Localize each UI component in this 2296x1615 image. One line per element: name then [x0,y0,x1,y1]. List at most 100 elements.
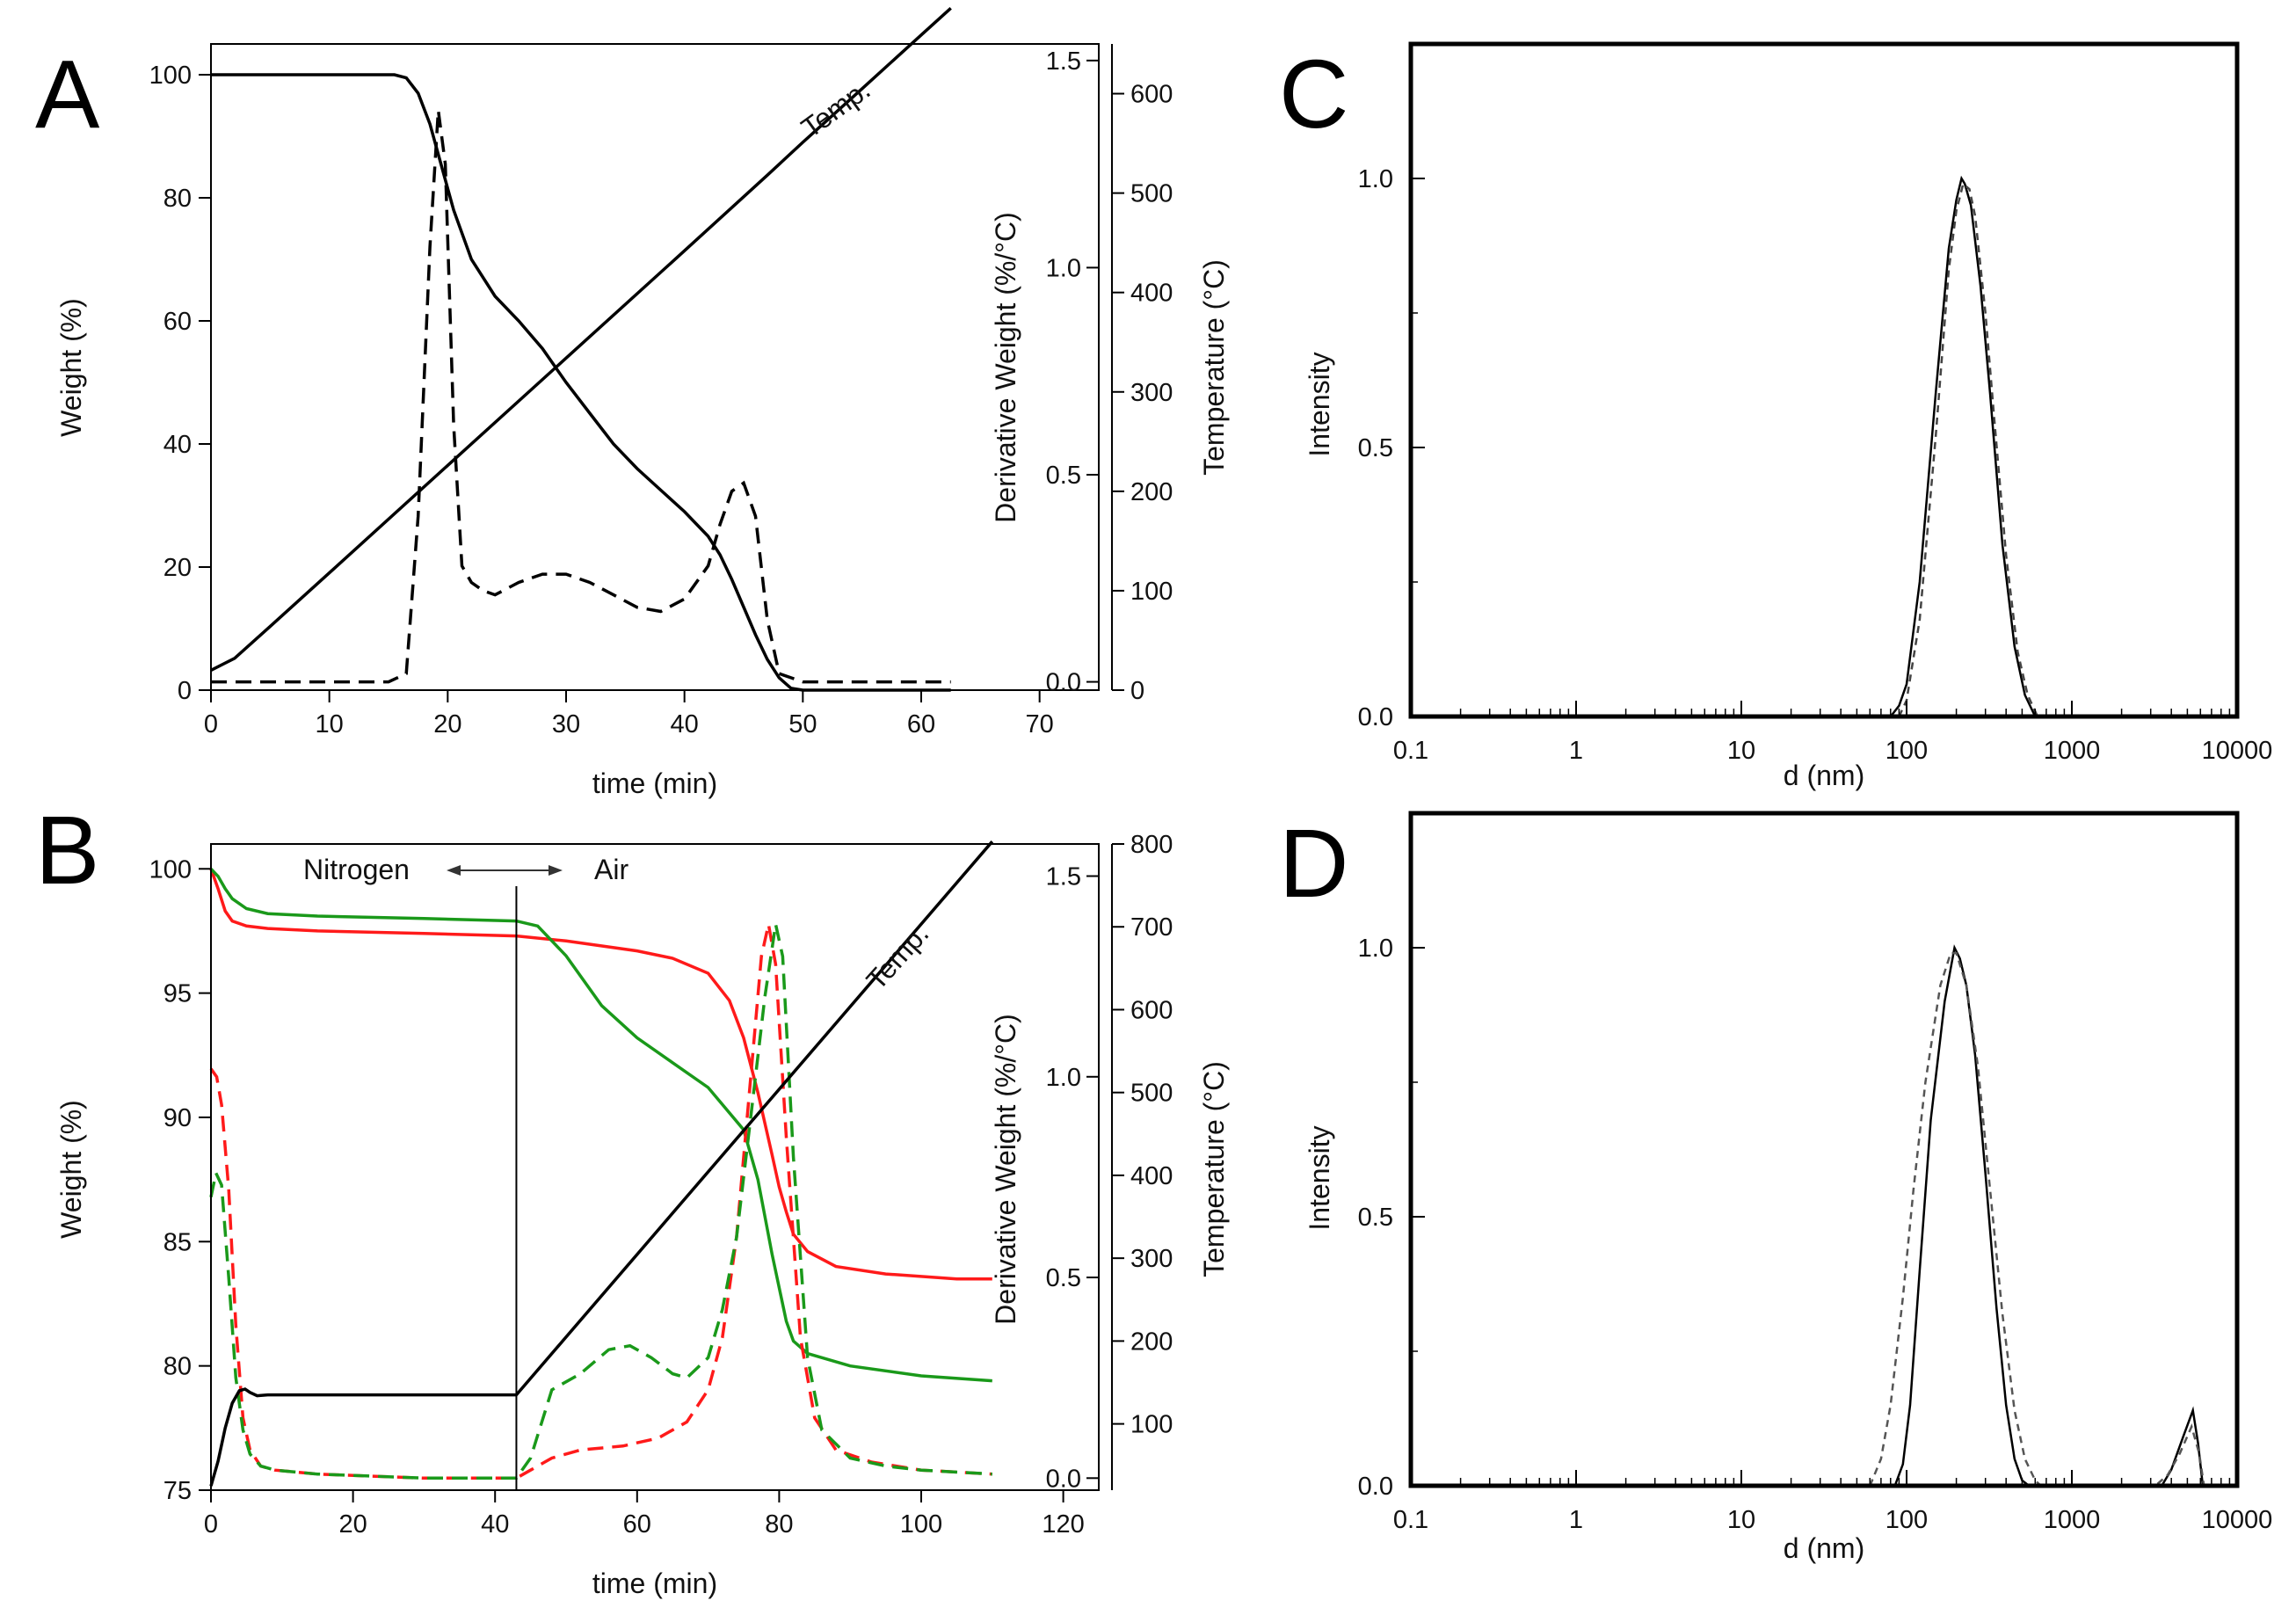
size-distribution-solid-curve [1889,175,2041,718]
panel-d-chart: 0.1 1 10 100 1000 10000 0.0 0.5 1.0 d (nm) Inte… [1304,811,2272,1564]
y-tick-label: 0.5 [1358,1204,1393,1232]
y-tick-label: 20 [163,554,192,582]
size-distribution-solid-curve [1893,944,2205,1488]
panel-b-plot-frame [210,843,1100,1491]
panel-d-y-ticks: 0.0 0.5 1.0 [1358,812,1425,1501]
y3-tick-label: 200 [1130,478,1173,506]
panel-b-x-ticks: 0 20 40 60 80 100 120 [204,1490,1085,1539]
panel-c-y-axis-title: Intensity [1304,352,1335,456]
y-tick-label: 90 [163,1104,192,1132]
x-tick-label: 30 [552,710,580,738]
panel-a-y3-axis-title: Temperature (°C) [1198,259,1230,476]
x-tick-label: 1 [1569,737,1583,765]
panel-a-y-axis-title: Weight (%) [55,298,87,437]
weight-red-curve [209,868,992,1281]
panel-b-curves [209,840,994,1487]
y2-tick-label: 1.5 [1046,863,1081,891]
x-tick-label: 0 [204,1510,218,1539]
panel-c-x-ticks: 0.1 1 10 100 1000 10000 [1393,701,2272,765]
panel-d-plot-frame [1408,811,2240,1488]
y-tick-label: 1.0 [1358,935,1393,963]
y-tick-label: 95 [163,980,192,1008]
panel-b-y2-axis-title: Derivative Weight (%/°C) [990,1014,1021,1325]
panel-a-x-axis-title: time (min) [592,767,717,799]
y2-tick-label: 1.5 [1046,47,1081,76]
x-tick-label: 20 [338,1510,367,1539]
y3-tick-label: 600 [1130,996,1173,1024]
panel-d-x-ticks: 0.1 1 10 100 1000 10000 [1393,1470,2272,1534]
x-tick-label: 100 [900,1510,942,1539]
y2-tick-label: 0.5 [1046,462,1081,490]
x-tick-label: 20 [433,710,461,738]
y2-tick-label: 0.5 [1046,1264,1081,1292]
panel-c-y-ticks: 0.0 0.5 1.0 [1358,43,1425,731]
panel-c-plot-frame [1408,41,2240,719]
panel-b-y-axis-title: Weight (%) [55,1100,87,1239]
derivative-green-curve [209,923,992,1480]
x-tick-label: 120 [1042,1510,1084,1539]
y3-tick-label: 700 [1130,913,1173,942]
x-tick-label: 0.1 [1393,737,1428,765]
panel-b-y3-ticks: 100 200 300 400 500 600 700 800 [1112,831,1173,1439]
x-tick-label: 10000 [2202,1506,2273,1534]
y-tick-label: 1.0 [1358,165,1393,193]
y-tick-label: 100 [149,62,192,90]
y-tick-label: 0.0 [1358,1473,1393,1501]
x-tick-label: 1000 [2044,737,2101,765]
x-tick-label: 10 [1727,1506,1755,1534]
x-tick-label: 10000 [2202,737,2273,765]
panel-a-y-ticks: 0 20 40 60 80 100 [149,62,211,705]
x-tick-label: 10 [316,710,344,738]
x-tick-label: 50 [788,710,817,738]
weight-green-curve [209,868,992,1383]
panel-b-x-axis-title: time (min) [592,1568,717,1599]
panel-c-chart: 0.1 1 10 100 1000 10000 0.0 0.5 1.0 d (nm) Inte… [1304,41,2272,791]
weight-curve [211,73,951,692]
x-tick-label: 100 [1885,1506,1928,1534]
y3-tick-label: 300 [1130,379,1173,407]
y-tick-label: 75 [163,1477,192,1505]
y3-tick-label: 600 [1130,81,1173,109]
panel-b-nitrogen-label: Nitrogen [303,854,410,885]
x-tick-label: 0 [204,710,218,738]
y3-tick-label: 300 [1130,1245,1173,1273]
derivative-weight-curve [211,110,951,684]
size-distribution-dashed-curve [1898,181,2045,718]
y3-tick-label: 100 [1130,1411,1173,1439]
panel-a-y3-ticks: 0 100 200 300 400 500 600 [1112,81,1173,705]
y3-tick-label: 0 [1130,677,1144,705]
panel-b-y2-ticks: 0.0 0.5 1.0 1.5 [1046,863,1099,1493]
panel-a-x-ticks: 0 10 20 30 40 50 60 70 [204,690,1054,738]
y3-tick-label: 500 [1130,1080,1173,1108]
panel-b-y3-axis-title: Temperature (°C) [1198,1061,1230,1277]
x-tick-label: 1000 [2044,1506,2101,1534]
x-tick-label: 40 [671,710,699,738]
y2-tick-label: 1.0 [1046,1064,1081,1092]
y3-tick-label: 100 [1130,578,1173,606]
x-tick-label: 70 [1026,710,1054,738]
y3-tick-label: 400 [1130,280,1173,308]
panel-a-label: A [35,40,100,149]
panel-a-y2-ticks: 0.0 0.5 1.0 1.5 [1046,47,1099,697]
y2-tick-label: 0.0 [1046,669,1081,697]
panel-a-chart: 0 10 20 30 40 50 60 70 0 20 40 60 80 100 0.0 0.5 1.0 1.… [55,7,1230,799]
panel-b-air-label: Air [594,854,628,885]
y-tick-label: 0.5 [1358,434,1393,462]
y3-tick-label: 500 [1130,180,1173,208]
y-tick-label: 60 [163,308,192,336]
size-distribution-dashed-curve [1869,951,2205,1488]
temperature-curve [210,7,952,672]
y2-tick-label: 1.0 [1046,254,1081,282]
y3-tick-label: 400 [1130,1162,1173,1190]
panel-d-label: D [1279,810,1348,918]
y3-tick-label: 200 [1130,1328,1173,1356]
panel-d-x-axis-title: d (nm) [1784,1532,1864,1564]
panel-b-label: B [35,797,99,905]
y-tick-label: 0 [178,677,192,705]
x-tick-label: 60 [907,710,935,738]
derivative-red-curve [209,923,992,1480]
x-tick-label: 1 [1569,1506,1583,1534]
y3-tick-label: 800 [1130,831,1173,859]
panel-d-y-axis-title: Intensity [1304,1125,1335,1230]
